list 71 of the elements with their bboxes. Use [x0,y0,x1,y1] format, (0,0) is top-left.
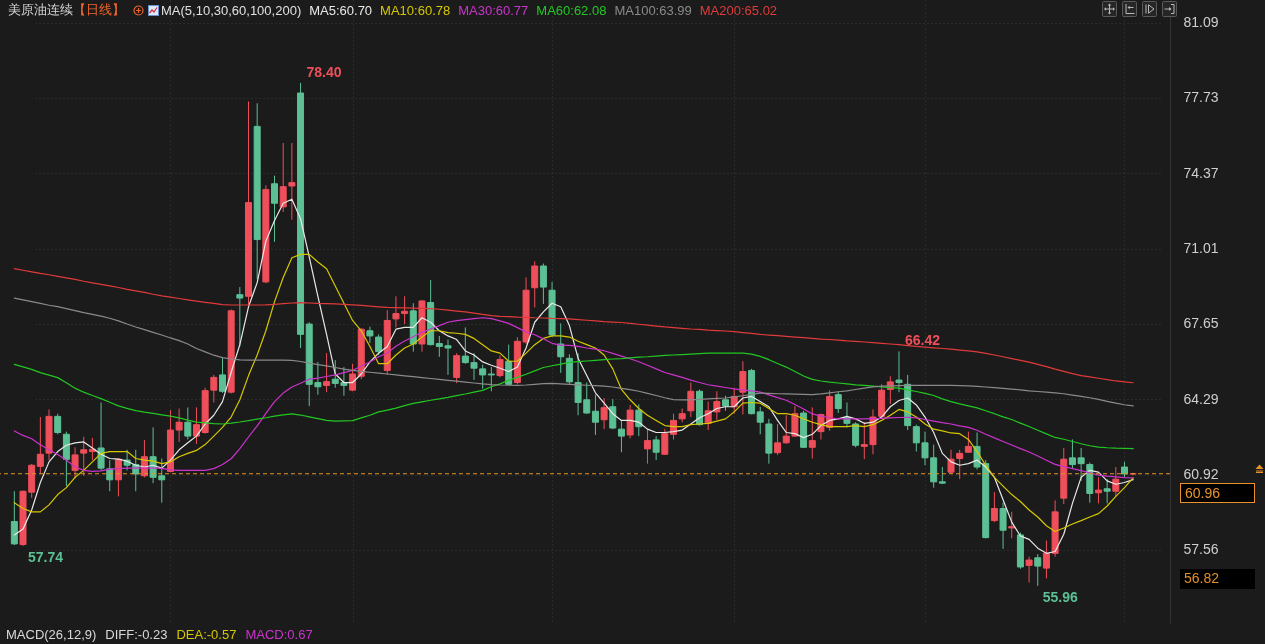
y-tick-label: 57.56 [1183,541,1219,558]
text: MA100:63.99 [614,2,692,18]
line-series [13,253,1134,533]
text: MACD:0.67 [245,627,313,642]
candlestick [895,350,903,393]
candlestick [71,446,79,479]
legend-title: MA(5,10,30,60,100,200) [161,2,302,18]
candlestick [808,406,816,460]
candlestick [990,491,998,523]
candlestick [774,423,782,456]
text: DIFF:-0.23 [105,627,168,642]
candlestick [999,502,1007,550]
annotation: 55.96 [1042,588,1079,605]
candlestick [591,394,599,436]
text: MA60:62.08 [536,2,607,18]
y-tick-label: 77.73 [1183,89,1219,106]
y-tick-label: 64.29 [1183,390,1219,407]
candlestick [687,382,695,418]
annotation: 66.42 [904,332,941,349]
candlestick [652,435,660,461]
line-series [13,268,1134,384]
text: MA10:60.78 [380,2,451,18]
candlestick [1034,553,1042,587]
candlestick [661,428,669,456]
y-tick-label: 71.01 [1183,240,1219,257]
candlestick [1008,511,1016,539]
candlestick [349,363,357,392]
candlestick [557,322,565,374]
candlestick [947,449,955,475]
text: DEA:-0.57 [176,627,237,642]
y-tick-label: 67.65 [1183,315,1219,332]
candlestick [600,397,608,430]
candlestick [271,175,279,243]
chart-title: 美原油连续 [8,1,73,19]
candlestick [956,449,964,480]
candlestick [54,413,62,435]
candlestick [184,406,192,440]
line-series [13,352,1134,450]
candlestick [453,352,461,384]
candlestick [539,263,547,305]
chart-subtitle: 【日线】 [73,1,125,19]
text: MA30:60.77 [458,2,529,18]
y-tick-label: 81.09 [1183,14,1219,31]
text: MA200:65.02 [699,2,778,18]
y-tick-label: 60.92 [1183,466,1219,483]
candlestick [80,436,88,477]
candlestick [834,390,842,414]
candlestick [36,416,44,475]
candlestick [1025,556,1033,583]
text: MA5:60.70 [309,2,373,18]
annotation: 57.74 [28,548,64,565]
candlestick [487,366,495,392]
candlestick [756,406,764,435]
y-tick-label: 74.37 [1183,164,1219,181]
candlestick [643,428,651,465]
candlestick [531,260,539,308]
annotation: 78.40 [306,63,342,80]
candlestick [1094,476,1102,504]
candlestick [323,352,331,393]
candlestick [1112,466,1120,497]
candlestick [1103,478,1111,504]
text: MACD(26,12,9) [6,627,97,642]
candlestick [739,360,747,415]
candlestick [617,419,625,453]
candlestick [964,431,972,454]
candlestick [635,403,643,437]
candlestick [10,490,18,546]
candlestick [218,357,226,394]
text: 56.82 [1180,569,1255,589]
candlestick [496,355,504,378]
ref-line-label: 60.96 [1180,482,1255,503]
